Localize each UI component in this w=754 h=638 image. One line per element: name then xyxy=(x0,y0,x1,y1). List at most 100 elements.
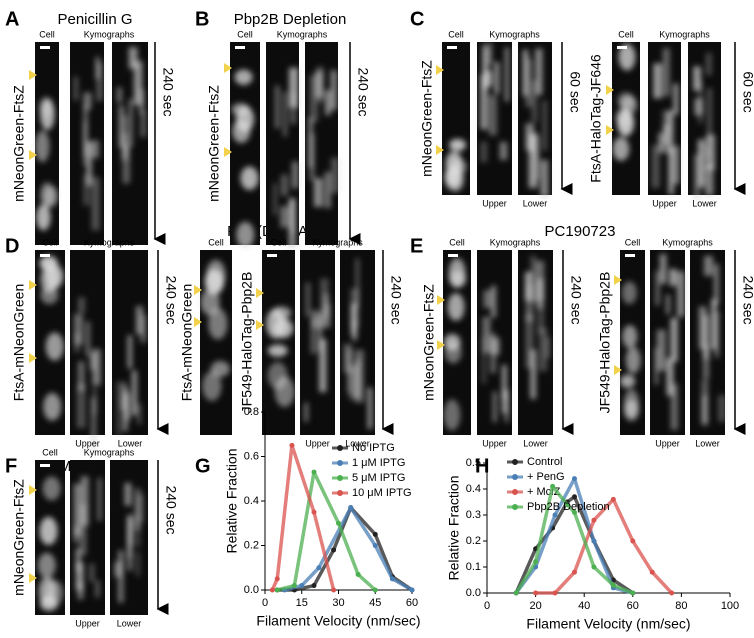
data-point xyxy=(669,590,675,596)
kymo-streak xyxy=(502,365,507,400)
kymo-streak xyxy=(275,85,280,129)
kymo-streak xyxy=(324,172,331,209)
scale-bar xyxy=(267,254,277,257)
data-point xyxy=(372,587,378,593)
marker-triangle xyxy=(29,573,37,583)
marker-triangle xyxy=(437,295,445,305)
kymo-streak xyxy=(91,397,96,451)
x-tick-label: 45 xyxy=(369,597,381,609)
micrograph-signal xyxy=(39,255,64,421)
kymo-streak xyxy=(136,515,140,548)
kymo-streak xyxy=(77,582,84,600)
kymo-streak xyxy=(136,551,140,577)
fluorescent-spot xyxy=(202,371,222,401)
time-label: 240 sec xyxy=(568,275,584,324)
data-point xyxy=(552,590,558,596)
kymo-streak xyxy=(118,550,124,603)
kymographs-label: Kymographs xyxy=(489,29,540,39)
marker-triangle xyxy=(256,288,264,298)
kymo-streak xyxy=(659,254,667,284)
scale-bar xyxy=(625,254,635,257)
kymo-streak xyxy=(654,347,659,385)
data-point xyxy=(389,576,395,582)
protein-label: mNeonGreen-FtsZ xyxy=(421,284,437,401)
kymo-streak xyxy=(355,258,359,308)
fluorescent-spot xyxy=(40,285,59,305)
marker-triangle xyxy=(436,145,444,155)
time-label: 240 sec xyxy=(740,275,754,324)
micrograph-signal xyxy=(620,281,641,421)
kymo-streak xyxy=(693,66,701,91)
kymo-streak xyxy=(702,344,709,380)
kymo-streak xyxy=(668,147,674,195)
cell-label: Cell xyxy=(449,237,465,247)
kymo-streak xyxy=(531,80,538,123)
data-point xyxy=(274,587,280,593)
kymo-streak xyxy=(305,282,311,317)
y-axis-title: Relative Fraction xyxy=(224,448,240,553)
kymo-streak xyxy=(135,306,143,335)
kymo-streak xyxy=(140,111,147,138)
fluorescent-spot xyxy=(45,332,64,361)
upper-label: Upper xyxy=(482,198,507,208)
kymo-streak xyxy=(705,163,714,196)
kymo-streak xyxy=(120,132,129,161)
data-point xyxy=(649,569,655,575)
x-tick-label: 80 xyxy=(675,600,687,612)
fluorescent-spot xyxy=(45,264,64,289)
kymo-streak xyxy=(717,395,726,422)
kymo-streak xyxy=(715,311,720,358)
kymo-streak xyxy=(78,297,85,313)
fluorescent-spot xyxy=(443,399,461,431)
y-tick-label: 0.8 xyxy=(244,406,259,418)
fluorescent-spot xyxy=(449,138,466,152)
fluorescent-spot xyxy=(39,596,58,611)
fluorescent-spot xyxy=(445,151,463,176)
fluorescent-spot xyxy=(448,258,466,288)
micrograph-signal xyxy=(273,67,299,249)
kymo-streak xyxy=(74,313,83,345)
kymo-streak xyxy=(73,526,79,543)
kymo-streak xyxy=(313,178,323,207)
fluorescent-spot xyxy=(274,376,295,408)
data-point xyxy=(571,569,577,575)
cell-label: Cell xyxy=(625,237,641,247)
kymo-streak xyxy=(544,336,550,359)
panel-title: PC190723 xyxy=(545,223,616,240)
fluorescent-spot xyxy=(206,259,226,290)
cell-label: Cell xyxy=(237,29,253,39)
kymo-streak xyxy=(653,63,662,99)
kymo-streak xyxy=(291,161,299,189)
fluorescent-spot xyxy=(208,307,228,340)
micrograph-signal xyxy=(654,254,685,430)
marker-triangle xyxy=(614,275,622,285)
kymo-streak xyxy=(490,337,500,355)
cell-label: Cell xyxy=(39,29,55,39)
fluorescent-spot xyxy=(625,346,641,374)
micrograph-signal xyxy=(114,483,144,603)
kymo-streak xyxy=(354,349,364,403)
micrograph xyxy=(262,250,295,435)
data-point xyxy=(336,520,341,526)
upper-label: Upper xyxy=(652,198,677,208)
kymo-streak xyxy=(139,89,145,115)
kymo-streak xyxy=(311,317,316,354)
data-point xyxy=(311,583,317,589)
time-label: 240 sec xyxy=(163,275,179,324)
protein-label: JF549-HaloTag-Pbp2B xyxy=(239,272,255,414)
kymo-streak xyxy=(697,139,705,188)
kymographs-label: Kymographs xyxy=(277,29,328,39)
legend-label: 1 μM IPTG xyxy=(352,457,405,469)
micrograph-signal xyxy=(343,258,373,429)
kymo-streak xyxy=(483,290,492,308)
x-tick-label: 15 xyxy=(296,597,308,609)
kymo-streak xyxy=(525,313,534,369)
data-point xyxy=(610,496,616,502)
fluorescent-spot xyxy=(236,221,255,248)
kymo-streak xyxy=(330,70,337,110)
kymo-streak xyxy=(128,47,138,69)
kymo-streak xyxy=(309,75,318,123)
kymographs-label: Kymographs xyxy=(312,237,363,247)
kymo-streak xyxy=(83,92,92,110)
data-point xyxy=(630,538,636,544)
